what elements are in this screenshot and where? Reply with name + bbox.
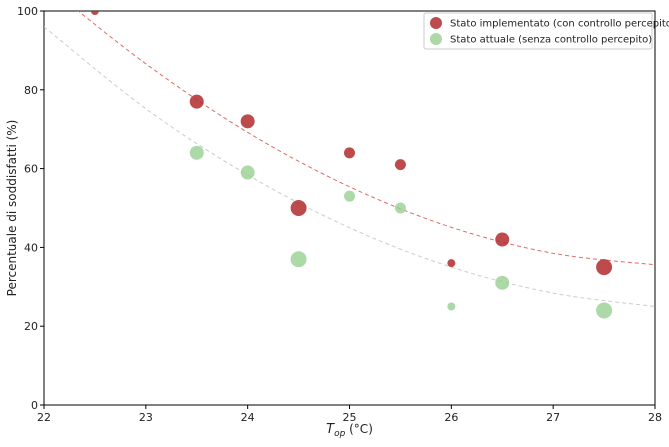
x-tick-label: 25 <box>343 411 357 424</box>
x-axis-title-subscript: op <box>334 429 346 439</box>
data-point-series-2 <box>240 165 255 180</box>
legend-label-series-2: Stato attuale (senza controllo percepito… <box>450 35 652 46</box>
plot-area <box>43 10 656 406</box>
x-axis-title-unit: (°C) <box>345 422 373 436</box>
data-point-series-2 <box>344 190 355 202</box>
legend-marker-series-1 <box>430 17 442 29</box>
x-tick-label: 23 <box>139 411 153 424</box>
y-tick-label: 20 <box>24 320 38 333</box>
x-axis-title: Top (°C) <box>326 422 373 439</box>
data-point-series-1 <box>90 11 99 15</box>
trend-line-series-1 <box>77 11 655 266</box>
plot-frame <box>43 10 656 406</box>
x-axis-title-main: T <box>326 422 335 437</box>
y-tick-label: 60 <box>24 163 38 176</box>
x-tick-label: 22 <box>37 411 51 424</box>
legend-box <box>423 12 653 50</box>
x-tick-label: 28 <box>648 411 662 424</box>
data-point-series-1 <box>240 114 255 129</box>
trend-lines <box>44 11 655 307</box>
y-tick-label: 80 <box>24 84 38 97</box>
legend-marker-series-2 <box>430 33 442 45</box>
data-point-series-2 <box>290 251 307 268</box>
y-tick-label: 40 <box>24 241 38 254</box>
data-point-series-2 <box>495 275 510 290</box>
data-point-series-2 <box>394 202 406 214</box>
data-point-series-1 <box>394 159 406 171</box>
x-tick-label: 26 <box>444 411 458 424</box>
data-point-series-1 <box>290 200 307 216</box>
data-point-series-1 <box>344 147 355 159</box>
x-axis: 22 23 24 25 26 27 28 <box>37 405 662 424</box>
y-tick-label: 100 <box>17 5 38 18</box>
data-point-series-2 <box>596 302 613 319</box>
y-axis-title: Percentuale di soddisfatti (%) <box>5 120 19 297</box>
x-tick-label: 27 <box>546 411 560 424</box>
data-point-series-2 <box>189 145 204 160</box>
data-point-series-1 <box>189 94 204 109</box>
trend-line-series-2 <box>44 26 655 307</box>
data-point-series-1 <box>596 259 613 276</box>
data-point-series-2 <box>447 302 456 311</box>
x-tick-label: 24 <box>241 411 255 424</box>
legend: Stato implementato (con controllo percep… <box>423 12 669 50</box>
data-point-series-1 <box>447 259 456 268</box>
data-point-series-1 <box>495 232 510 247</box>
y-axis: 0 20 40 60 80 100 <box>17 5 44 412</box>
y-tick-label: 0 <box>31 399 38 412</box>
data-points <box>90 11 613 319</box>
legend-label-series-1: Stato implementato (con controllo percep… <box>450 19 669 30</box>
